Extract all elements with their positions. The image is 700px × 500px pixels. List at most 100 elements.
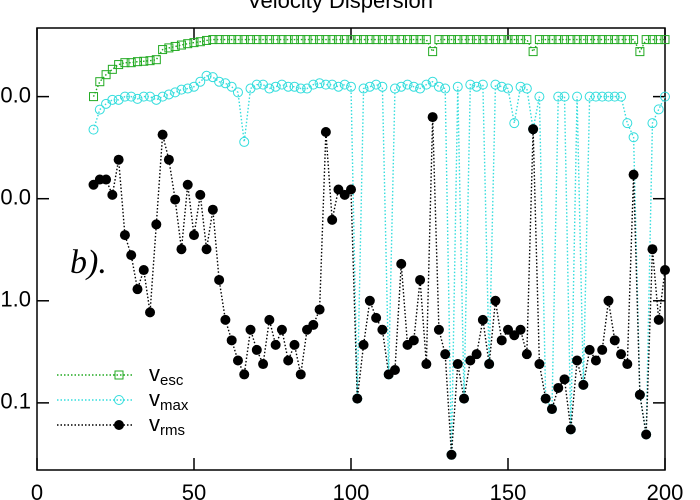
legend-label-main: v xyxy=(149,386,160,411)
point xyxy=(276,79,287,90)
point xyxy=(364,81,375,92)
point xyxy=(295,83,306,94)
point xyxy=(182,179,193,190)
point xyxy=(251,79,262,90)
point xyxy=(333,81,344,92)
legend-label-main: v xyxy=(149,361,160,386)
point xyxy=(107,94,118,105)
point xyxy=(302,35,312,45)
point xyxy=(189,230,199,241)
point xyxy=(547,35,557,45)
point xyxy=(151,55,161,65)
point xyxy=(415,274,426,285)
point xyxy=(195,37,205,47)
point xyxy=(616,91,627,102)
point xyxy=(622,35,632,45)
point xyxy=(339,79,350,90)
point xyxy=(390,35,400,45)
point xyxy=(264,314,275,325)
point xyxy=(365,35,375,45)
point xyxy=(88,124,99,135)
point xyxy=(283,355,294,366)
point xyxy=(358,83,369,94)
point xyxy=(622,359,633,370)
series-line xyxy=(92,75,666,455)
point xyxy=(628,169,639,180)
point xyxy=(503,83,513,94)
point xyxy=(346,35,356,45)
point xyxy=(522,35,532,45)
point xyxy=(490,35,500,45)
point xyxy=(170,194,181,205)
point xyxy=(132,57,142,67)
point xyxy=(490,295,501,306)
point xyxy=(320,127,331,138)
point xyxy=(145,307,156,318)
point xyxy=(396,258,407,269)
point xyxy=(252,35,262,45)
point xyxy=(114,60,124,70)
point xyxy=(201,70,212,81)
annotation: b). xyxy=(70,244,107,281)
point xyxy=(516,35,526,45)
point xyxy=(635,47,645,57)
point xyxy=(101,174,112,185)
point xyxy=(377,324,388,335)
point xyxy=(308,79,319,90)
point xyxy=(258,359,269,370)
point xyxy=(114,370,124,380)
point xyxy=(195,189,206,200)
point xyxy=(320,79,331,90)
legend-label-sub: rms xyxy=(160,422,185,439)
legend-label: vmax xyxy=(149,386,189,414)
point xyxy=(603,35,613,45)
point xyxy=(597,344,608,355)
point xyxy=(315,35,325,45)
point xyxy=(515,81,526,92)
point xyxy=(647,35,657,45)
point xyxy=(107,189,118,200)
x-tick-label: 100 xyxy=(333,480,370,500)
point xyxy=(283,81,294,92)
point xyxy=(176,244,187,255)
point xyxy=(572,35,582,45)
point xyxy=(610,35,620,45)
series-line xyxy=(92,38,665,97)
point xyxy=(653,104,664,115)
point xyxy=(283,35,293,45)
point xyxy=(440,83,451,94)
point xyxy=(183,39,193,49)
point xyxy=(578,35,588,45)
point xyxy=(528,47,538,57)
point xyxy=(245,324,256,335)
point xyxy=(119,91,130,102)
point xyxy=(340,35,350,45)
y-tick-label: 10.0 xyxy=(0,185,31,210)
legend-label-main: v xyxy=(149,411,160,436)
y-tick-label: 1.0 xyxy=(0,287,31,312)
point xyxy=(472,35,482,45)
point xyxy=(578,379,589,390)
point xyxy=(163,154,174,165)
point xyxy=(396,81,407,92)
point xyxy=(584,91,595,102)
point xyxy=(176,84,187,95)
point xyxy=(232,355,243,366)
point xyxy=(358,339,369,350)
legend-label: vrms xyxy=(149,411,185,439)
point xyxy=(271,35,281,45)
point xyxy=(359,35,369,45)
point xyxy=(521,83,532,94)
point xyxy=(94,104,105,115)
point xyxy=(403,35,413,45)
point xyxy=(452,81,463,92)
point xyxy=(158,45,168,55)
point xyxy=(176,40,186,50)
point xyxy=(465,79,476,90)
point xyxy=(264,83,275,94)
point xyxy=(239,369,250,380)
point xyxy=(553,382,564,393)
point xyxy=(446,35,456,45)
point xyxy=(553,91,564,102)
point xyxy=(119,230,130,241)
